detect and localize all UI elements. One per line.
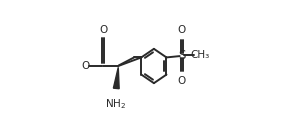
Text: O: O (82, 61, 90, 71)
Polygon shape (113, 67, 119, 89)
Text: NH$_2$: NH$_2$ (105, 97, 126, 110)
Text: O: O (177, 76, 186, 86)
Text: O: O (99, 25, 107, 35)
Text: S: S (178, 49, 185, 62)
Text: CH₃: CH₃ (190, 50, 210, 60)
Text: O: O (177, 25, 186, 35)
